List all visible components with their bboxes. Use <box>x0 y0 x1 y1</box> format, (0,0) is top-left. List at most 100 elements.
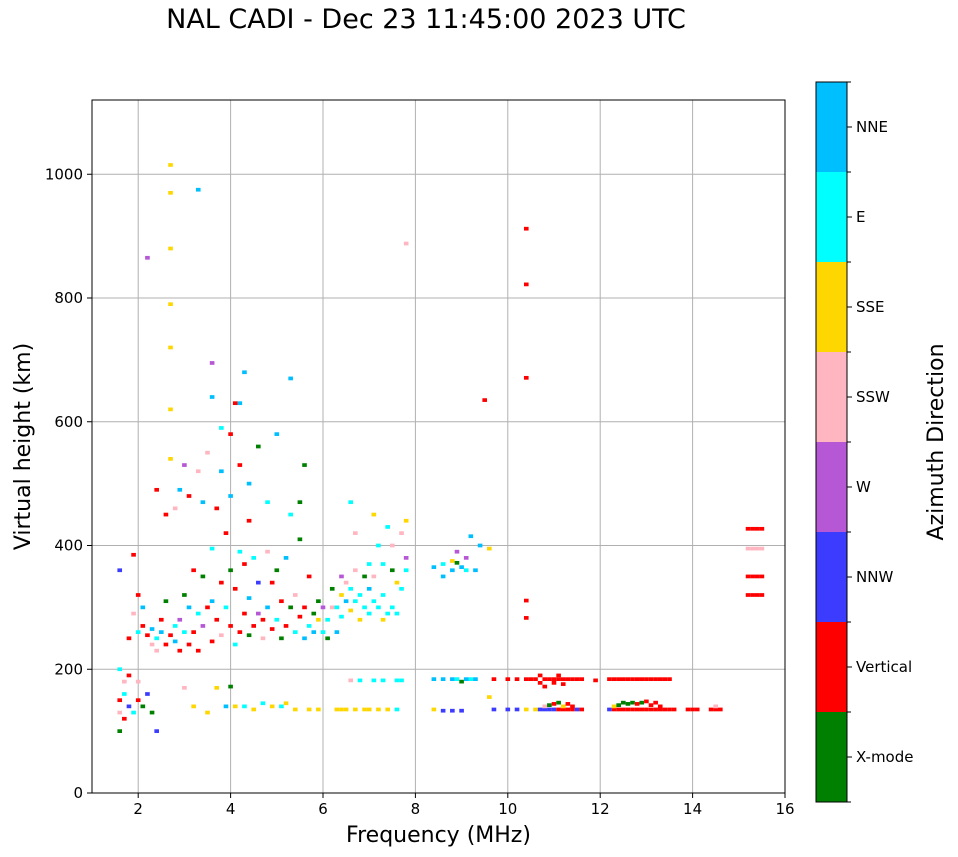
echo-cell-ssw <box>172 506 178 511</box>
echo-cell-sse <box>533 707 538 712</box>
echo-cell-e <box>117 667 123 672</box>
echo-cell-vertical <box>639 677 645 682</box>
echo-cell-vertical <box>528 677 534 682</box>
echo-cell-vertical <box>648 707 654 712</box>
echo-cell-vertical <box>593 678 598 683</box>
echo-cell-nnw <box>117 568 123 573</box>
echo-cell-w <box>454 549 460 554</box>
echo-cell-ssw <box>329 605 335 610</box>
echo-cell-vertical <box>306 574 312 579</box>
echo-cell-x-mode <box>311 611 317 616</box>
echo-cell-sse <box>376 707 381 712</box>
echo-cell-e <box>357 678 363 683</box>
colorbar-swatch-vertical <box>816 622 847 712</box>
echo-cell-vertical <box>745 593 751 597</box>
echo-cell-e <box>394 678 400 683</box>
echo-cell-sse <box>371 512 377 517</box>
echo-cell-x-mode <box>297 500 303 505</box>
echo-cell-sse <box>168 345 173 350</box>
y-axis: 0 200 400 600 800 1000 <box>45 165 92 802</box>
echo-cell-vertical <box>662 707 668 712</box>
echo-cell-w <box>209 361 215 365</box>
echo-cell-e <box>320 630 326 634</box>
x-axis: 2 4 6 8 10 12 14 16 <box>133 793 795 818</box>
echo-cell-vertical <box>750 526 755 531</box>
echo-cell-nne <box>265 605 270 610</box>
echo-cell-vertical <box>214 506 220 511</box>
echo-cell-vertical <box>574 677 580 682</box>
echo-cell-nnw <box>537 707 543 712</box>
echo-cell-vertical <box>570 707 575 712</box>
echo-cell-e <box>306 624 312 628</box>
echo-cell-nne <box>431 677 437 682</box>
echo-cell-nne <box>186 605 192 610</box>
echo-cell-vertical <box>657 677 663 682</box>
echo-cell-vertical <box>537 673 543 678</box>
echo-cell-vertical <box>611 677 617 682</box>
x-tick-label: 8 <box>411 800 421 818</box>
echo-cell-x-mode <box>140 704 146 709</box>
echo-cell-x-mode <box>149 710 155 715</box>
y-tick-label: 0 <box>73 784 83 802</box>
echo-cell-w <box>177 617 183 622</box>
echo-cell-vertical <box>302 605 307 610</box>
echo-cell-e <box>394 611 400 616</box>
echo-cell-vertical <box>135 593 141 597</box>
echo-cell-vertical <box>551 702 557 706</box>
x-tick-label: 16 <box>775 800 794 818</box>
echo-cell-x-mode <box>454 560 460 565</box>
echo-cell-nne <box>463 677 469 682</box>
echo-cell-vertical <box>759 574 765 579</box>
echo-cell-nne <box>223 704 229 709</box>
x-tick-label: 14 <box>683 800 702 818</box>
x-tick-label: 4 <box>226 800 236 818</box>
echo-cell-vertical <box>163 642 169 647</box>
echo-cell-e <box>219 426 224 430</box>
echo-cell-sse <box>450 559 455 563</box>
echo-cell-x-mode <box>288 605 293 610</box>
echo-cell-vertical <box>620 677 626 682</box>
echo-cell-vertical <box>708 707 714 712</box>
echo-cell-vertical <box>154 487 159 492</box>
echo-cell-nnw <box>542 707 548 712</box>
echo-cell-e <box>376 543 381 548</box>
echo-cell-x-mode <box>639 700 645 705</box>
echo-cell-vertical <box>251 624 257 628</box>
echo-cell-vertical <box>639 707 645 712</box>
echo-cell-e <box>468 677 474 682</box>
colorbar-frame <box>815 81 848 803</box>
echo-cell-vertical <box>237 463 243 467</box>
echo-cell-nne <box>311 630 317 634</box>
echo-cell-sse <box>403 518 409 523</box>
echo-cell-vertical <box>482 398 488 402</box>
echo-cell-ssw <box>754 546 760 551</box>
echo-cell-e <box>385 611 390 616</box>
echo-cell-e <box>399 678 404 683</box>
echo-cell-x-mode <box>362 574 367 579</box>
y-tick-label: 200 <box>54 660 83 678</box>
echo-cell-nnw <box>551 707 557 712</box>
echo-cell-vertical <box>754 526 760 531</box>
echo-cell-nne <box>431 565 437 570</box>
echo-cell-e <box>292 630 298 634</box>
y-tick-label: 600 <box>54 413 83 431</box>
echo-cell-vertical <box>671 707 677 712</box>
echo-cell-ssw <box>292 593 298 597</box>
echo-cell-e <box>371 678 377 683</box>
echo-cell-x-mode <box>556 700 561 705</box>
echo-cell-e <box>154 636 159 641</box>
echo-cell-nne <box>228 494 233 498</box>
echo-cell-nnw <box>256 580 261 585</box>
x-tick-label: 6 <box>318 800 328 818</box>
echo-cell-vertical <box>625 677 631 682</box>
echo-cell-vertical <box>223 531 229 535</box>
echo-cell-vertical <box>491 677 497 682</box>
echo-cell-nnw <box>505 707 511 712</box>
colorbar-label: Azimuth Direction <box>924 343 949 540</box>
echo-cell-e <box>122 692 127 696</box>
echo-cell-e <box>182 630 187 634</box>
echo-cell-nne <box>140 605 146 610</box>
echo-cell-e <box>371 599 377 604</box>
echo-cell-e <box>265 500 270 505</box>
echo-cell-nne <box>200 500 206 505</box>
